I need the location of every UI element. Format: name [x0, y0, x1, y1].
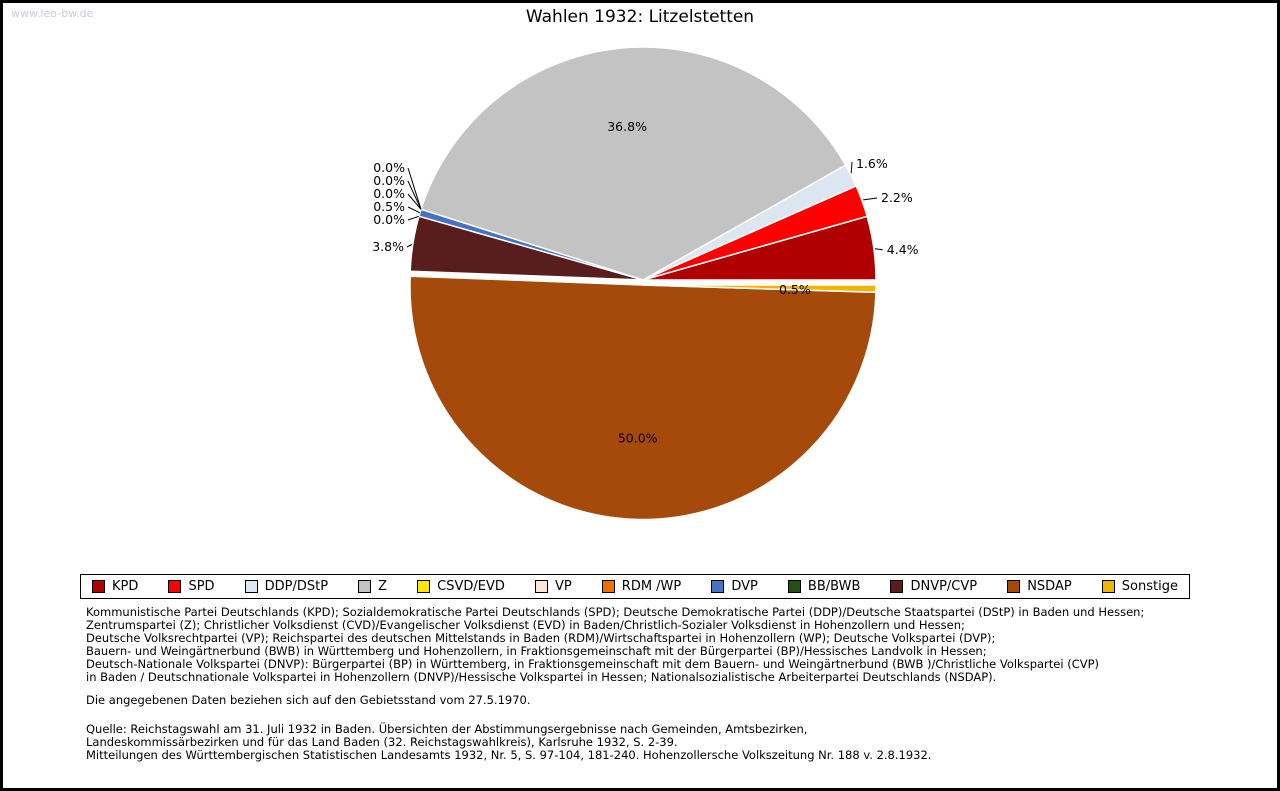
party-note-line: Bauern- und Weingärtnerbund (BWB) in Wür… — [86, 644, 987, 658]
legend-label-bb-bwb: BB/BWB — [807, 579, 861, 594]
legend-label-sonstige: Sonstige — [1121, 579, 1178, 594]
legend-label-dvp: DVP — [731, 579, 758, 594]
pie-slice-nsdap — [409, 275, 877, 521]
leader-line — [407, 180, 422, 210]
legend-label-ddp-dstp: DDP/DStP — [264, 579, 329, 594]
legend-label-kpd: KPD — [112, 579, 139, 594]
legend-item-z: Z — [358, 579, 387, 594]
party-note-line: in Baden / Deutschnationale Volkspartei … — [86, 670, 997, 684]
source-note-line: Quelle: Reichstagswahl am 31. Juli 1932 … — [86, 722, 808, 736]
leader-line — [407, 167, 422, 210]
percent-label-nsdap: 50.0% — [618, 431, 658, 446]
leader-line — [407, 206, 421, 214]
legend-item-dnvp-cvp: DNVP/CVP — [890, 579, 977, 594]
leader-line — [407, 193, 422, 210]
watermark: www.leo-bw.de — [11, 7, 94, 20]
legend-swatch-vp — [534, 580, 548, 593]
legend-item-csvd-evd: CSVD/EVD — [417, 579, 505, 594]
legend-label-dnvp-cvp: DNVP/CVP — [910, 579, 978, 594]
party-note-line: Deutsch-Nationale Volkspartei (DNVP): Bü… — [86, 657, 1100, 671]
leader-line — [863, 197, 878, 201]
spacer — [86, 707, 1144, 723]
percent-label-z: 36.8% — [607, 119, 647, 134]
legend-item-sonstige: Sonstige — [1101, 579, 1178, 594]
legend-item-vp: VP — [534, 579, 572, 594]
legend-item-spd: SPD — [168, 579, 215, 594]
party-note-line: Kommunistische Partei Deutschlands (KPD)… — [86, 605, 1145, 619]
source-note-line: Mitteilungen des Württembergischen Stati… — [86, 748, 932, 762]
leader-line — [850, 161, 853, 174]
pie-slice-z — [420, 46, 847, 281]
legend-label-rdm-wp: RDM /WP — [621, 579, 682, 594]
legend-item-kpd: KPD — [92, 579, 138, 594]
notes-block: Kommunistische Partei Deutschlands (KPD)… — [86, 606, 1144, 762]
legend-item-bb-bwb: BB/BWB — [787, 579, 861, 594]
legend: KPD SPD DDP/DStP Z CSVD/EVD VP RDM /WP DVP BB/BW… — [80, 574, 1190, 599]
legend-swatch-spd — [168, 580, 182, 593]
percent-label-kpd: 4.4% — [887, 242, 919, 257]
legend-label-spd: SPD — [188, 579, 215, 594]
party-note-line: Zentrumspartei (Z); Christlicher Volksdi… — [86, 618, 965, 632]
percent-label-vp: 0.0% — [373, 173, 405, 188]
percent-label-bb-bwb: 0.0% — [373, 212, 405, 227]
percent-label-dvp: 0.5% — [373, 199, 405, 214]
legend-swatch-dnvp-cvp — [890, 580, 904, 593]
legend-swatch-z — [358, 580, 372, 593]
percent-label-rdm-wp: 0.0% — [373, 186, 405, 201]
legend-swatch-sonstige — [1101, 580, 1115, 593]
legend-item-rdm-wp: RDM /WP — [601, 579, 682, 594]
legend-swatch-kpd — [92, 580, 105, 593]
pie-slice-sonstige — [642, 284, 877, 294]
legend-swatch-csvd-evd — [417, 580, 431, 593]
leader-line — [406, 244, 413, 248]
legend-label-nsdap: NSDAP — [1027, 579, 1072, 594]
percent-label-sonstige: 0.5% — [779, 282, 811, 297]
legend-item-nsdap: NSDAP — [1007, 579, 1072, 594]
leader-line — [407, 215, 420, 221]
legend-swatch-bb-bwb — [787, 580, 801, 593]
legend-swatch-dvp — [711, 580, 725, 593]
percent-label-csvd-evd: 0.0% — [373, 160, 405, 175]
legend-item-ddp-dstp: DDP/DStP — [244, 579, 329, 594]
party-note-line: Deutsche Volksrechtpartei (VP); Reichspa… — [86, 631, 996, 645]
percent-label-dnvp-cvp: 3.8% — [372, 239, 404, 254]
pie-chart: 4.4%2.2%1.6%36.8%0.0%0.0%0.0%0.5%0.0%3.8… — [372, 46, 919, 521]
legend-swatch-rdm-wp — [601, 580, 615, 593]
territory-note: Die angegebenen Daten beziehen sich auf … — [86, 693, 531, 707]
source-note-line: Landeskommissärbezirken und für das Land… — [86, 735, 678, 749]
legend-label-csvd-evd: CSVD/EVD — [437, 579, 505, 594]
legend-item-dvp: DVP — [711, 579, 758, 594]
legend-label-vp: VP — [554, 579, 572, 594]
leader-line — [874, 248, 883, 251]
legend-swatch-ddp-dstp — [244, 580, 258, 593]
legend-label-z: Z — [378, 579, 388, 594]
percent-label-spd: 2.2% — [881, 190, 913, 205]
legend-swatch-nsdap — [1007, 580, 1021, 593]
chart-title: Wahlen 1932: Litzelstetten — [525, 7, 755, 27]
percent-label-ddp-dstp: 1.6% — [856, 156, 888, 171]
